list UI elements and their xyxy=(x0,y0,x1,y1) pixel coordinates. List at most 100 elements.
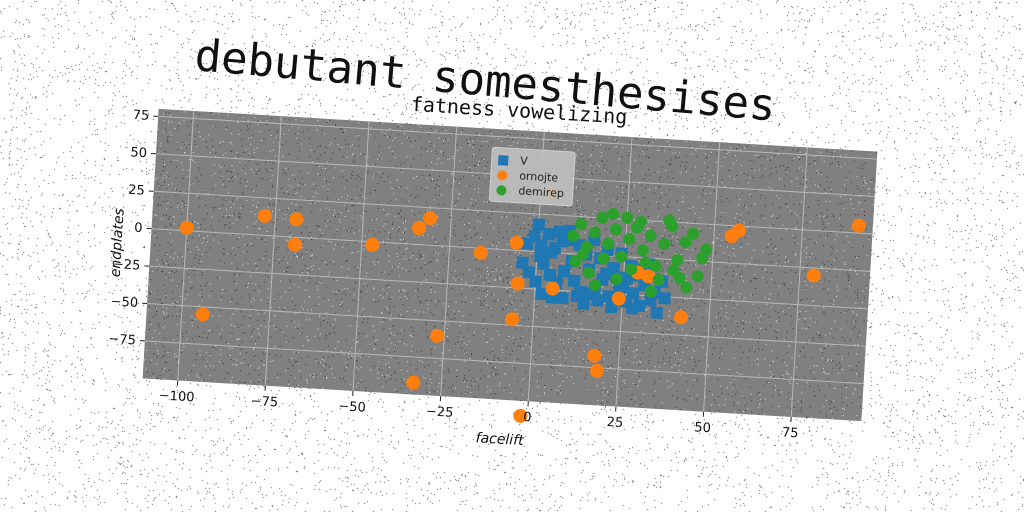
data-point xyxy=(691,270,704,283)
data-point xyxy=(505,312,520,327)
grid-line-y xyxy=(158,115,877,160)
data-point xyxy=(509,235,524,250)
data-point xyxy=(696,252,709,265)
data-point xyxy=(528,230,541,243)
data-point xyxy=(680,281,693,294)
grid-line-y xyxy=(149,265,869,310)
x-tick-label: −50 xyxy=(338,399,366,416)
legend-label-v: V xyxy=(519,154,529,168)
data-point xyxy=(289,212,304,227)
x-tick-label: 75 xyxy=(782,425,799,441)
data-point xyxy=(557,264,571,278)
data-point xyxy=(473,245,488,260)
data-point xyxy=(365,237,380,252)
data-point xyxy=(589,279,602,292)
data-series xyxy=(179,185,866,423)
data-point xyxy=(179,220,194,235)
data-point xyxy=(589,363,604,378)
legend-label-demirep: demirep xyxy=(518,184,565,201)
data-point xyxy=(644,229,657,242)
data-point xyxy=(411,221,426,236)
data-point xyxy=(567,274,581,288)
y-tick-label: −75 xyxy=(108,332,136,349)
data-point xyxy=(596,211,609,224)
data-point xyxy=(588,226,601,239)
data-point xyxy=(625,301,639,315)
data-point xyxy=(576,248,589,261)
data-point xyxy=(731,223,746,238)
data-point xyxy=(634,215,647,228)
data-point xyxy=(587,348,602,363)
data-point xyxy=(658,291,671,305)
data-point xyxy=(591,293,604,307)
plot-area: −100 −75 −50 −25 0 25 50 75 −75 −50 −25 0 25 50 75 xyxy=(108,108,878,441)
scatter-chart: fatness vowelizing −100 −75 −50 −25 0 25 50 75−… xyxy=(108,92,878,449)
series-ornojte xyxy=(179,185,866,423)
x-tick-label: −25 xyxy=(426,404,454,421)
legend-swatch-demirep xyxy=(496,184,507,196)
data-point xyxy=(257,208,272,223)
data-point xyxy=(599,267,613,281)
data-point xyxy=(658,238,671,251)
data-point xyxy=(522,265,536,279)
data-point xyxy=(663,214,676,227)
legend-swatch-ornojte xyxy=(497,169,508,181)
data-point xyxy=(569,255,582,268)
grid-line-y xyxy=(153,190,873,235)
data-point xyxy=(556,291,569,305)
data-point xyxy=(625,263,638,276)
data-point xyxy=(582,266,595,279)
x-tick-label: 25 xyxy=(606,415,623,431)
data-point xyxy=(529,275,542,288)
data-point xyxy=(556,234,569,248)
data-point xyxy=(553,225,566,239)
data-point xyxy=(575,218,588,231)
x-tick-label: −100 xyxy=(158,388,195,405)
data-point xyxy=(537,257,550,271)
legend-swatch-v xyxy=(497,154,509,166)
data-point xyxy=(621,211,634,224)
data-point xyxy=(636,244,649,257)
data-point xyxy=(597,252,610,265)
y-tick-label: 0 xyxy=(134,221,143,236)
data-point xyxy=(687,227,700,240)
data-point xyxy=(644,285,657,298)
data-point xyxy=(649,260,662,273)
legend-label-ornojte: ornojte xyxy=(518,169,559,185)
data-point xyxy=(423,211,438,226)
x-tick-label: 50 xyxy=(694,420,711,436)
x-tick-label: −75 xyxy=(250,394,278,411)
data-point xyxy=(610,272,623,285)
y-tick-label: −25 xyxy=(112,257,140,274)
data-point xyxy=(510,276,525,291)
data-point xyxy=(641,269,656,284)
data-point xyxy=(607,208,620,221)
y-tick-label: 75 xyxy=(132,108,149,124)
data-point xyxy=(639,256,652,269)
plot-background xyxy=(142,108,878,422)
data-point xyxy=(516,256,529,270)
grid-line-y xyxy=(147,303,866,347)
data-point xyxy=(671,253,684,266)
y-tick-label: 25 xyxy=(128,183,145,199)
data-point xyxy=(542,227,556,241)
axis-ticks: −100 −75 −50 −25 0 25 50 75 −75 −50 −25 0 25 50 75 xyxy=(108,108,799,442)
data-point xyxy=(602,290,615,303)
data-point xyxy=(544,246,558,259)
data-point xyxy=(611,291,626,306)
data-point xyxy=(851,218,866,233)
data-point xyxy=(667,264,680,277)
data-point xyxy=(195,307,210,322)
data-point xyxy=(513,408,528,423)
data-point xyxy=(532,218,546,231)
data-point xyxy=(652,273,665,286)
x-tick-label: 0 xyxy=(523,410,532,425)
data-point xyxy=(650,306,664,320)
y-tick-label: −50 xyxy=(110,294,138,311)
data-point xyxy=(430,328,445,343)
grid-line-y xyxy=(144,340,864,385)
legend: V ornojte demirep xyxy=(488,146,576,207)
y-tick-label: 50 xyxy=(130,145,147,161)
data-point xyxy=(615,250,628,263)
data-point xyxy=(623,233,636,246)
